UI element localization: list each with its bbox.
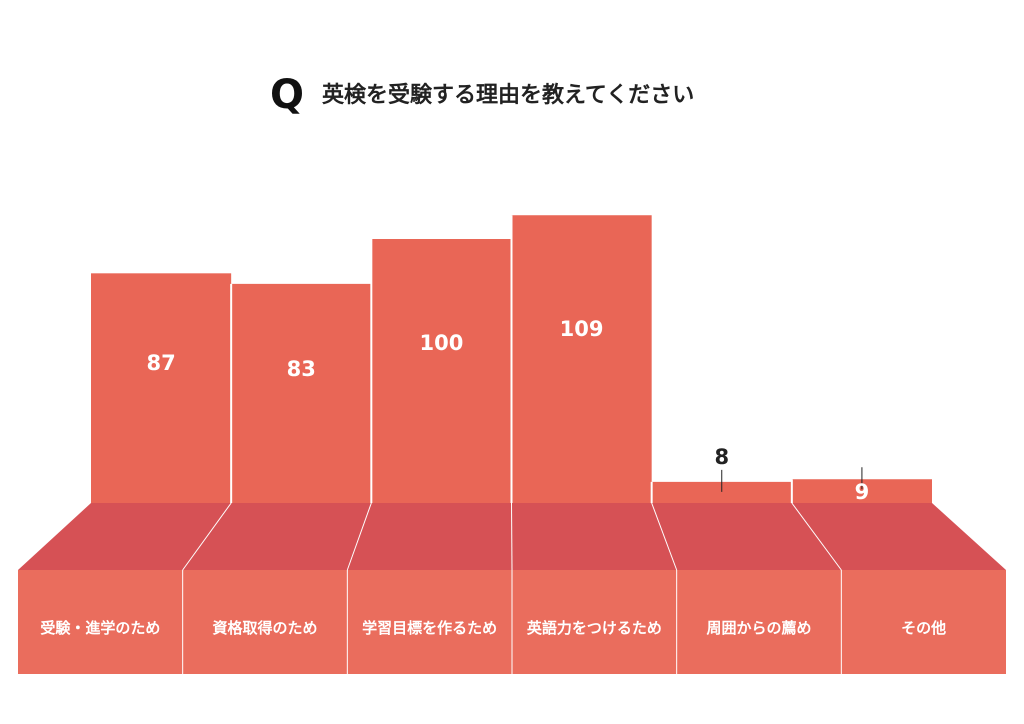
category-label: 英語力をつけるため [527, 619, 662, 637]
bar [371, 239, 512, 503]
bar [511, 215, 652, 504]
data-label: 109 [560, 317, 604, 341]
floor-divider [346, 502, 372, 571]
value-labels-group: 87 83 100 109 8 9 [146, 317, 869, 504]
floor-divider [182, 502, 232, 571]
floor-divider [511, 502, 513, 571]
bar [791, 479, 932, 503]
category-label: 受験・進学のため [40, 619, 160, 637]
category-labels-group: 受験・進学のため 資格取得のため 学習目標を作るため 英語力をつけるため 周囲からの薦め… [40, 619, 946, 637]
data-label: 87 [146, 351, 175, 375]
floor-group [18, 502, 1006, 674]
data-label: 83 [287, 357, 316, 381]
question-mark-icon: Q [270, 72, 304, 118]
category-label: 周囲からの薦め [706, 619, 811, 637]
bar [651, 481, 792, 503]
bar [91, 273, 232, 503]
category-label: その他 [901, 619, 946, 637]
bar [231, 283, 372, 503]
category-label: 資格取得のため [212, 619, 317, 637]
chart-title: 英検を受験する理由を教えてください [322, 82, 694, 108]
data-label: 9 [855, 480, 870, 504]
floor-divider [651, 502, 678, 571]
category-label: 学習目標を作るため [362, 619, 497, 637]
bars-group [91, 215, 932, 504]
floor-divider [791, 502, 842, 571]
data-label: 100 [419, 331, 463, 355]
data-label: 8 [714, 445, 729, 469]
chart-title-group: Q 英検を受験する理由を教えてください [270, 72, 694, 118]
